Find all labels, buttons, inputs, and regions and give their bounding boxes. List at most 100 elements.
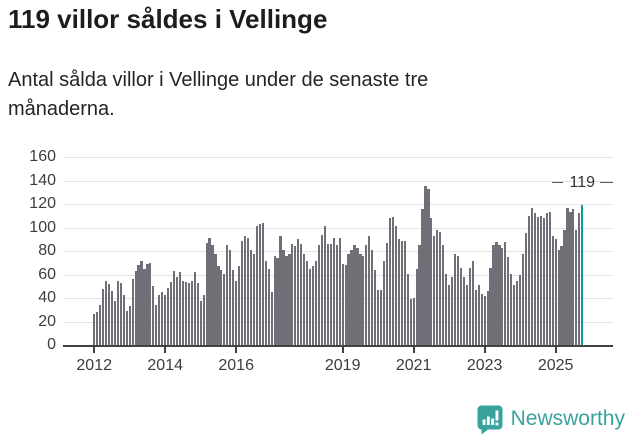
bar [536,217,539,346]
bar [551,235,554,346]
bar [291,244,294,346]
bar [258,224,261,346]
bar [155,305,158,346]
bar [385,242,389,346]
page-title: 119 villor såldes i Vellinge [8,4,328,34]
bar [424,186,427,346]
bar [267,268,270,346]
y-axis-label: 140 [29,171,56,189]
bar [137,265,140,346]
bar [545,213,548,346]
bar [241,240,244,346]
bar [530,207,534,346]
bar [471,260,474,346]
bar [374,269,377,346]
gridline [63,298,613,300]
annotation-dash-right [600,182,613,183]
x-axis-tick [164,347,167,354]
bar [320,234,324,346]
bar [483,295,486,346]
bar [178,272,182,346]
bar [270,292,273,346]
bar [456,255,460,346]
bar [243,235,247,346]
bar [232,269,235,346]
bar [350,249,353,346]
bar [175,277,179,346]
bar [353,245,356,346]
bar [412,298,415,346]
bar [359,253,362,346]
bar [282,249,285,346]
annotation-dash-left [552,182,564,183]
bar [208,238,211,346]
chart-subtitle: Antal sålda villor i Vellinge under de s… [8,69,429,120]
x-axis-label: 2012 [76,357,112,375]
bar [365,245,368,346]
bar [187,282,190,346]
bar [158,294,161,346]
y-axis-label: 40 [38,289,56,307]
bar [196,282,199,346]
bar [448,285,451,346]
bar [96,312,99,346]
bar [249,249,253,346]
bar [99,305,102,346]
bar [273,255,276,346]
y-axis-label: 20 [38,312,56,330]
bar [430,218,433,346]
y-axis-label: 60 [38,265,56,283]
bar [394,226,397,346]
bar [338,238,341,346]
bar [371,249,374,346]
bar [415,268,418,346]
bar [569,212,572,346]
bar [211,245,214,346]
bar [128,306,131,346]
bar [380,289,383,346]
bar [323,226,326,346]
x-axis-tick [93,347,96,354]
bar [229,249,232,346]
bar [329,244,332,346]
bar [252,253,256,346]
bar [522,253,525,346]
bar [131,279,134,346]
y-axis-label: 0 [47,336,56,354]
bar [226,245,229,346]
bar [181,280,185,346]
bar [542,218,545,346]
bar [311,266,315,346]
bar [527,215,531,346]
bar [400,240,403,346]
bar [362,255,365,346]
bar [101,288,105,346]
bar [172,271,176,346]
bar [167,287,170,346]
bar [217,266,220,346]
bar [107,284,111,346]
bar [391,217,395,346]
bar [480,293,483,346]
bar [501,247,504,346]
bar [314,260,318,346]
x-axis-label: 2014 [147,357,183,375]
bar [294,246,297,346]
bar [563,229,566,346]
bar [306,260,309,346]
bar [223,273,226,346]
bar [433,235,436,346]
y-axis-label: 120 [29,195,56,213]
value-annotation: 119 [569,174,596,191]
bar [326,244,329,346]
bar [264,260,267,346]
y-axis-label: 80 [38,242,56,260]
bar [140,260,143,346]
newsworthy-logo: Newsworthy [476,402,625,436]
bar [409,299,412,346]
bar [504,241,507,346]
bar [436,229,439,346]
bar [548,212,551,346]
bar [566,207,569,346]
